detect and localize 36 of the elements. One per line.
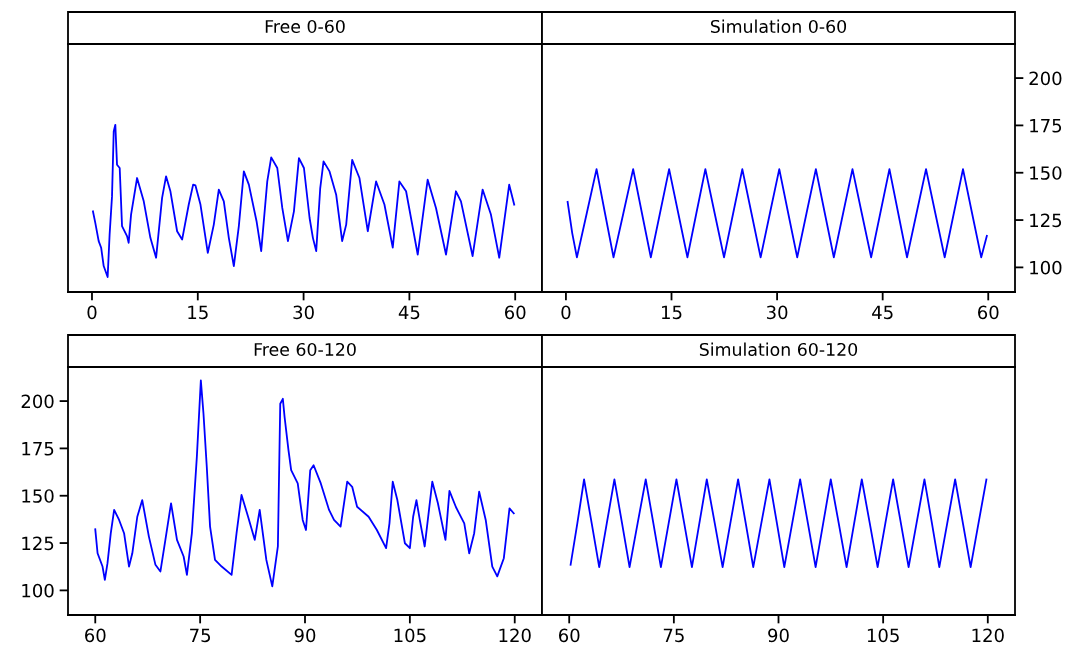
x-tick-label: 45 [872,305,893,320]
line-series [566,168,988,259]
x-tick-label: 60 [978,305,999,320]
x-tick-label: 30 [766,305,788,320]
x-tick-label: 0 [87,305,97,320]
y-tick-label: 150 [1030,166,1062,180]
x-tick-label: 105 [867,628,899,643]
x-tick-label: 120 [972,628,1004,643]
x-tick-label: 120 [499,628,531,643]
x-tick-label: 60 [504,305,526,320]
x-tick-label: 15 [188,305,208,320]
y-tick-label: 100 [1030,260,1062,275]
y-tick-label: 125 [1030,213,1062,228]
x-tick-label: 60 [85,628,106,643]
x-tick-label: 0 [561,305,571,320]
x-tick-label: 75 [663,628,684,643]
y-tick-label: 175 [1030,119,1062,133]
y-tick-label: 200 [1029,71,1062,86]
x-tick-label: 15 [662,305,682,320]
y-tick-label: 125 [22,536,54,551]
x-tick-label: 90 [768,628,789,643]
y-tick-label: 100 [22,583,54,598]
x-tick-label: 60 [558,628,580,643]
x-tick-label: 105 [394,628,426,643]
x-tick-label: 30 [293,305,314,320]
y-tick-label: 200 [21,394,54,409]
x-tick-label: 75 [190,628,211,643]
line-series [94,379,515,588]
chart-title: Free 60-120 [254,342,356,357]
y-tick-label: 175 [22,442,54,456]
x-tick-label: 90 [294,628,316,643]
x-tick-label: 45 [398,305,420,320]
chart-title: Simulation 0-60 [710,19,847,34]
chart-title: Free 0-60 [265,19,345,34]
y-tick-label: 150 [22,489,54,503]
chart-title: Simulation 60-120 [699,342,858,357]
